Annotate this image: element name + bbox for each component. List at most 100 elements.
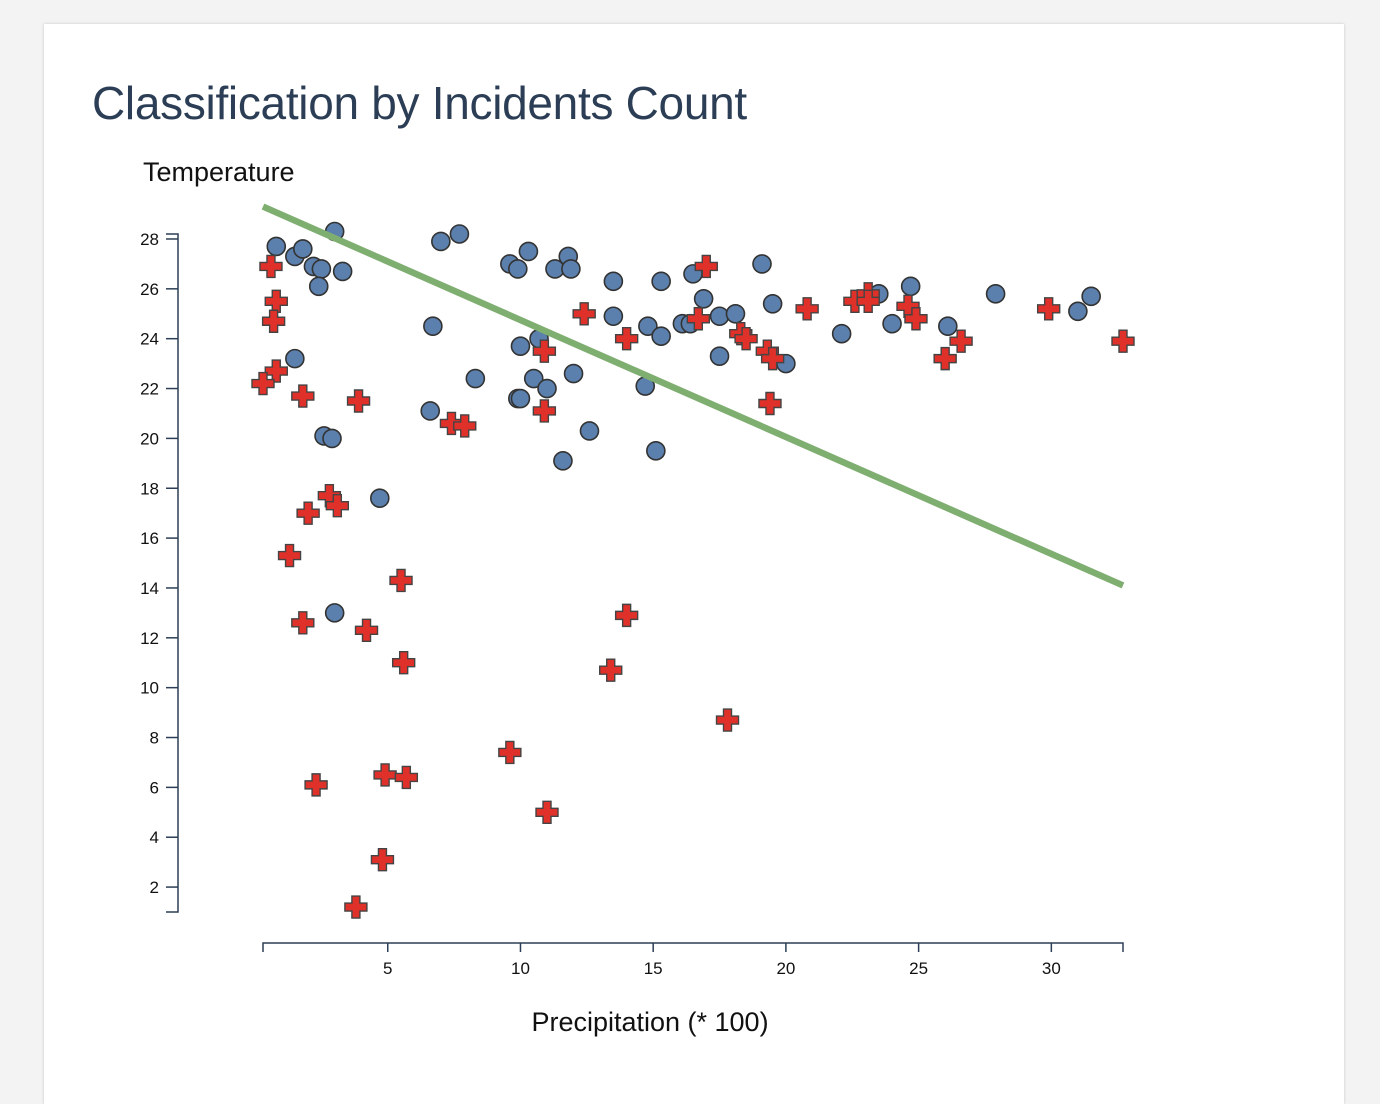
y-tick-label: 14 <box>140 579 159 598</box>
cross-point <box>614 603 639 628</box>
circle-point <box>693 289 714 309</box>
circle-point <box>563 363 584 384</box>
x-tick-label: 10 <box>511 959 530 978</box>
circle-point <box>308 276 329 297</box>
circle-point <box>420 401 441 421</box>
circle-point <box>510 388 531 409</box>
cross-point <box>453 414 477 438</box>
circle-point <box>553 451 573 471</box>
y-tick-label: 12 <box>140 629 159 648</box>
circle-point <box>332 261 353 282</box>
y-tick-label: 4 <box>150 828 159 847</box>
cross-point <box>734 326 758 351</box>
cross-point <box>795 297 819 321</box>
circle-point <box>423 316 443 337</box>
circle-point <box>603 271 624 292</box>
cross-point <box>532 399 557 423</box>
x-tick-label: 15 <box>644 959 663 978</box>
y-tick-label: 18 <box>140 479 159 498</box>
cross-point <box>354 618 379 643</box>
cross-point <box>264 289 288 314</box>
x-tick-label: 25 <box>909 959 928 978</box>
y-tick-label: 22 <box>140 380 159 399</box>
circle-point <box>882 313 902 334</box>
cross-point <box>498 740 522 765</box>
cross-point <box>599 658 623 682</box>
cross-point <box>856 289 880 314</box>
cross-point <box>261 309 286 333</box>
cross-point <box>614 326 639 351</box>
circle-point <box>831 323 852 344</box>
circle-point <box>709 306 730 327</box>
cross-point <box>532 339 557 363</box>
cross-point <box>259 254 283 279</box>
x-axis: 5 10 15 20 25 30 <box>262 942 1124 978</box>
y-tick-label: 24 <box>140 330 159 349</box>
cross-point <box>277 543 302 568</box>
cross-point <box>304 773 328 797</box>
cross-point <box>344 895 368 919</box>
circle-point <box>646 441 666 461</box>
circle-point <box>369 488 390 509</box>
circle-point <box>449 224 470 244</box>
x-axis-line <box>262 942 1124 952</box>
y-tick-label: 10 <box>140 679 159 698</box>
cross-point <box>439 411 464 436</box>
circle-point <box>709 346 730 366</box>
circle-point <box>285 348 305 369</box>
cross-point <box>758 391 782 416</box>
cross-point <box>391 651 416 675</box>
y-tick-label: 16 <box>140 529 159 548</box>
circle-point <box>752 254 772 274</box>
y-axis-line <box>166 233 179 913</box>
circle-point <box>518 241 539 262</box>
cross-point <box>760 346 785 371</box>
cross-point <box>291 384 315 408</box>
cross-point <box>715 708 740 732</box>
cross-point <box>933 346 957 371</box>
cross-point <box>325 493 350 518</box>
y-tick-label: 28 <box>140 230 159 249</box>
decision-boundary-line <box>261 203 1125 589</box>
cross-point <box>346 389 371 413</box>
cross-point <box>389 568 413 593</box>
cross-point <box>296 501 320 525</box>
cross-point <box>694 254 718 279</box>
y-tick-label: 8 <box>150 729 159 748</box>
circle-point <box>651 271 671 292</box>
chart-title: Classification by Incidents Count <box>92 77 747 129</box>
plot-marks <box>251 203 1135 919</box>
circle-point <box>293 239 313 259</box>
circle-point <box>938 316 958 337</box>
cross-point <box>291 611 315 635</box>
circle-point <box>266 236 287 257</box>
chart-card: Classification by Incidents Count <box>44 24 1344 1104</box>
cross-point <box>904 307 928 331</box>
cross-point <box>572 302 596 326</box>
circle-point <box>324 603 345 623</box>
cross-point <box>373 763 397 787</box>
circle-point <box>465 368 486 389</box>
circle-point <box>311 259 332 279</box>
cross-point <box>535 800 559 824</box>
cross-point <box>251 371 275 396</box>
circle-point <box>1068 301 1088 322</box>
circle-point <box>651 326 671 346</box>
circle-point <box>579 421 600 441</box>
y-tick-label: 20 <box>140 429 159 448</box>
circle-point <box>985 284 1006 304</box>
cross-point <box>1036 297 1061 321</box>
circle-point <box>638 316 658 337</box>
circle-point <box>900 276 921 297</box>
y-tick-label: 26 <box>140 280 159 299</box>
circle-point <box>603 306 624 327</box>
circle-point <box>725 303 746 324</box>
x-tick-label: 30 <box>1042 959 1061 978</box>
circle-point <box>762 293 783 314</box>
x-tick-label: 5 <box>383 959 392 978</box>
circle-point <box>510 336 531 356</box>
cross-point <box>264 359 288 383</box>
cross-point <box>949 329 973 353</box>
x-axis-label: Precipitation (* 100) <box>531 1007 768 1037</box>
